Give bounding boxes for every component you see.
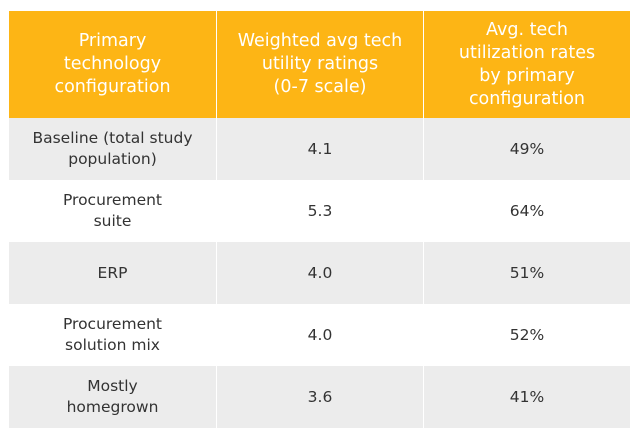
row-config-cell: Procurement solution mix	[9, 304, 216, 366]
row-utilization-cell: 49%	[423, 118, 630, 180]
header-primary-configuration: Primary technology configuration	[9, 11, 216, 118]
table-row: Mostly homegrown 3.6 41%	[9, 366, 630, 428]
row-rating-cell: 4.0	[216, 304, 423, 366]
header-utilization-rates: Avg. tech utilization rates by primary c…	[423, 11, 630, 118]
row-rating-cell: 4.0	[216, 242, 423, 304]
row-config-cell: Mostly homegrown	[9, 366, 216, 428]
header-utility-ratings: Weighted avg tech utility ratings (0-7 s…	[216, 11, 423, 118]
row-rating-cell: 3.6	[216, 366, 423, 428]
table-row: ERP 4.0 51%	[9, 242, 630, 304]
row-utilization-cell: 51%	[423, 242, 630, 304]
row-config-cell: ERP	[9, 242, 216, 304]
table-row: Baseline (total study population) 4.1 49…	[9, 118, 630, 180]
table-row: Procurement solution mix 4.0 52%	[9, 304, 630, 366]
row-rating-cell: 5.3	[216, 180, 423, 242]
table-row: Procurement suite 5.3 64%	[9, 180, 630, 242]
row-config-cell: Procurement suite	[9, 180, 216, 242]
row-utilization-cell: 41%	[423, 366, 630, 428]
row-config-cell: Baseline (total study population)	[9, 118, 216, 180]
row-rating-cell: 4.1	[216, 118, 423, 180]
row-utilization-cell: 52%	[423, 304, 630, 366]
technology-configuration-table: Primary technology configuration Weighte…	[9, 11, 630, 428]
table-header-row: Primary technology configuration Weighte…	[9, 11, 630, 118]
row-utilization-cell: 64%	[423, 180, 630, 242]
